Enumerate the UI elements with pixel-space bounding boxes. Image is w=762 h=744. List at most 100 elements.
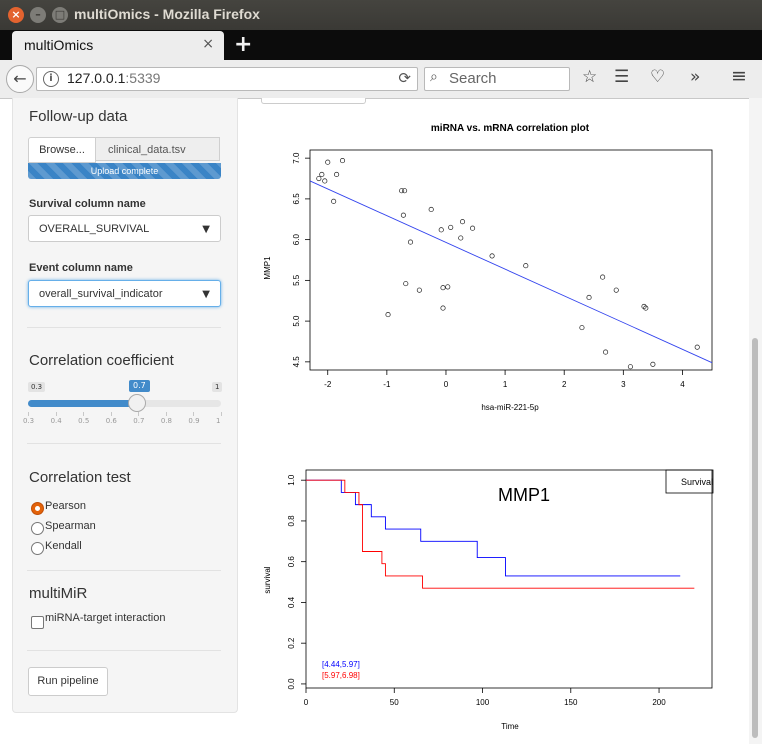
scatter-ylabel: MMP1 bbox=[263, 256, 272, 280]
slider-tick-label: 0.7 bbox=[133, 417, 145, 425]
url-text: 127.0.0.1:5339 bbox=[67, 70, 160, 86]
url-bar[interactable]: i 127.0.0.1:5339 ⟳ bbox=[36, 67, 418, 91]
file-name-field[interactable]: clinical_data.tsv bbox=[95, 137, 220, 161]
x-tick-label: 150 bbox=[564, 698, 578, 707]
reader-list-icon[interactable]: ☰ bbox=[614, 67, 630, 87]
scatter-point bbox=[385, 312, 391, 318]
radio-spearman-label: Spearman bbox=[45, 520, 96, 532]
nav-bar: ← i 127.0.0.1:5339 ⟳ ⌕ Search ☆ ☰ ♡ » ≡ bbox=[0, 60, 762, 99]
scatter-point bbox=[650, 361, 656, 367]
slider-tick bbox=[138, 412, 140, 416]
y-tick-label: 4.5 bbox=[292, 356, 301, 368]
slider-min-label: 0.3 bbox=[28, 382, 46, 392]
scatter-point bbox=[448, 224, 454, 230]
x-tick-label: -1 bbox=[383, 380, 391, 389]
scatter-point bbox=[403, 281, 409, 287]
x-tick-label: 4 bbox=[680, 380, 685, 389]
scatter-point bbox=[331, 198, 337, 204]
followup-title: Follow-up data bbox=[29, 108, 128, 125]
caret-down-icon: ▼ bbox=[202, 224, 210, 235]
hamburger-menu-icon[interactable]: ≡ bbox=[731, 65, 747, 87]
reload-icon[interactable]: ⟳ bbox=[398, 69, 411, 87]
scatter-point bbox=[316, 175, 322, 182]
scatter-point bbox=[523, 263, 529, 269]
y-tick-label: 5.5 bbox=[292, 274, 301, 286]
scatter-point bbox=[402, 188, 408, 194]
tab-multiomics[interactable]: multiOmics × bbox=[12, 31, 224, 60]
scatter-point bbox=[334, 171, 340, 177]
window-titlebar: × – □ multiOmics - Mozilla Firefox bbox=[0, 0, 762, 30]
x-tick-label: 2 bbox=[562, 380, 567, 389]
scatter-point bbox=[586, 294, 592, 301]
slider-handle[interactable] bbox=[128, 394, 146, 412]
slider-tick bbox=[193, 412, 195, 416]
slider-tick-label: 0.8 bbox=[160, 417, 172, 425]
window-title: multiOmics - Mozilla Firefox bbox=[74, 6, 260, 22]
overflow-chevron-icon[interactable]: » bbox=[690, 67, 701, 87]
y-tick-label: 5.0 bbox=[292, 315, 301, 327]
scatter-xlabel: hsa-miR-221-5p bbox=[481, 403, 539, 412]
slider-max-label: 1 bbox=[212, 382, 223, 392]
radio-spearman[interactable] bbox=[31, 522, 44, 535]
y-tick-label: 0.2 bbox=[287, 637, 296, 649]
x-tick-label: 3 bbox=[621, 380, 626, 389]
scatter-point bbox=[459, 219, 466, 225]
partially-hidden-button[interactable] bbox=[261, 98, 366, 104]
event-column-label: Event column name bbox=[29, 262, 133, 274]
annotation-blue: [4.44,5.97] bbox=[322, 660, 360, 669]
x-tick-label: 200 bbox=[652, 698, 666, 707]
info-icon[interactable]: i bbox=[43, 71, 59, 87]
y-tick-label: 7.0 bbox=[292, 152, 301, 164]
y-tick-label: 0.4 bbox=[287, 596, 296, 608]
x-tick-label: 1 bbox=[503, 380, 508, 389]
event-column-select[interactable]: overall_survival_indicator ▼ bbox=[28, 280, 221, 307]
radio-kendall[interactable] bbox=[31, 542, 44, 555]
page-scrollbar[interactable] bbox=[749, 98, 762, 744]
search-input[interactable]: ⌕ Search bbox=[424, 67, 570, 91]
y-tick-label: 0.0 bbox=[287, 678, 296, 690]
scatter-point bbox=[470, 225, 476, 231]
bookmark-star-icon[interactable]: ☆ bbox=[582, 67, 598, 87]
x-tick-label: -2 bbox=[324, 380, 332, 389]
back-button[interactable]: ← bbox=[6, 65, 34, 93]
tab-close-icon[interactable]: × bbox=[202, 36, 214, 52]
survival-title: MMP1 bbox=[498, 485, 550, 505]
slider-tick bbox=[110, 412, 112, 416]
search-placeholder: Search bbox=[449, 70, 497, 87]
pocket-icon[interactable]: ♡ bbox=[650, 67, 666, 87]
browse-button[interactable]: Browse... bbox=[28, 137, 96, 163]
divider bbox=[27, 570, 221, 571]
radio-pearson-label: Pearson bbox=[45, 500, 86, 512]
divider bbox=[27, 443, 221, 444]
multimir-title: multiMiR bbox=[29, 585, 88, 602]
scatter-point bbox=[600, 274, 606, 280]
scatter-point bbox=[694, 344, 700, 350]
scatter-point bbox=[407, 239, 414, 245]
multimir-checkbox[interactable] bbox=[31, 616, 44, 629]
survival-plot: MMP1 Time survival Survival [4.44,5.97] … bbox=[263, 469, 714, 731]
window-maximize-button[interactable]: □ bbox=[52, 7, 68, 23]
scatter-point bbox=[603, 349, 609, 355]
slider-tick bbox=[28, 412, 29, 416]
scatter-plot-frame bbox=[309, 149, 713, 371]
survival-column-select[interactable]: OVERALL_SURVIVAL ▼ bbox=[28, 215, 221, 242]
search-icon: ⌕ bbox=[430, 69, 438, 85]
window-close-button[interactable]: × bbox=[8, 7, 24, 23]
y-tick-label: 1.0 bbox=[287, 474, 296, 486]
run-pipeline-button[interactable]: Run pipeline bbox=[28, 667, 108, 696]
scatter-point bbox=[458, 235, 464, 241]
survival-curve bbox=[306, 479, 695, 589]
new-tab-button[interactable]: + bbox=[234, 32, 253, 57]
scatter-point bbox=[613, 287, 619, 293]
radio-pearson[interactable] bbox=[31, 502, 44, 515]
scatter-point bbox=[400, 212, 406, 218]
x-tick-label: 0 bbox=[304, 698, 309, 707]
scrollbar-thumb[interactable] bbox=[752, 338, 758, 738]
window-minimize-button[interactable]: – bbox=[30, 7, 46, 23]
slider-fill bbox=[28, 400, 139, 407]
scatter-point bbox=[416, 287, 422, 293]
scatter-point bbox=[440, 305, 446, 311]
scatter-point bbox=[643, 305, 649, 311]
correlation-test-title: Correlation test bbox=[29, 469, 131, 486]
y-tick-label: 0.6 bbox=[287, 556, 296, 568]
